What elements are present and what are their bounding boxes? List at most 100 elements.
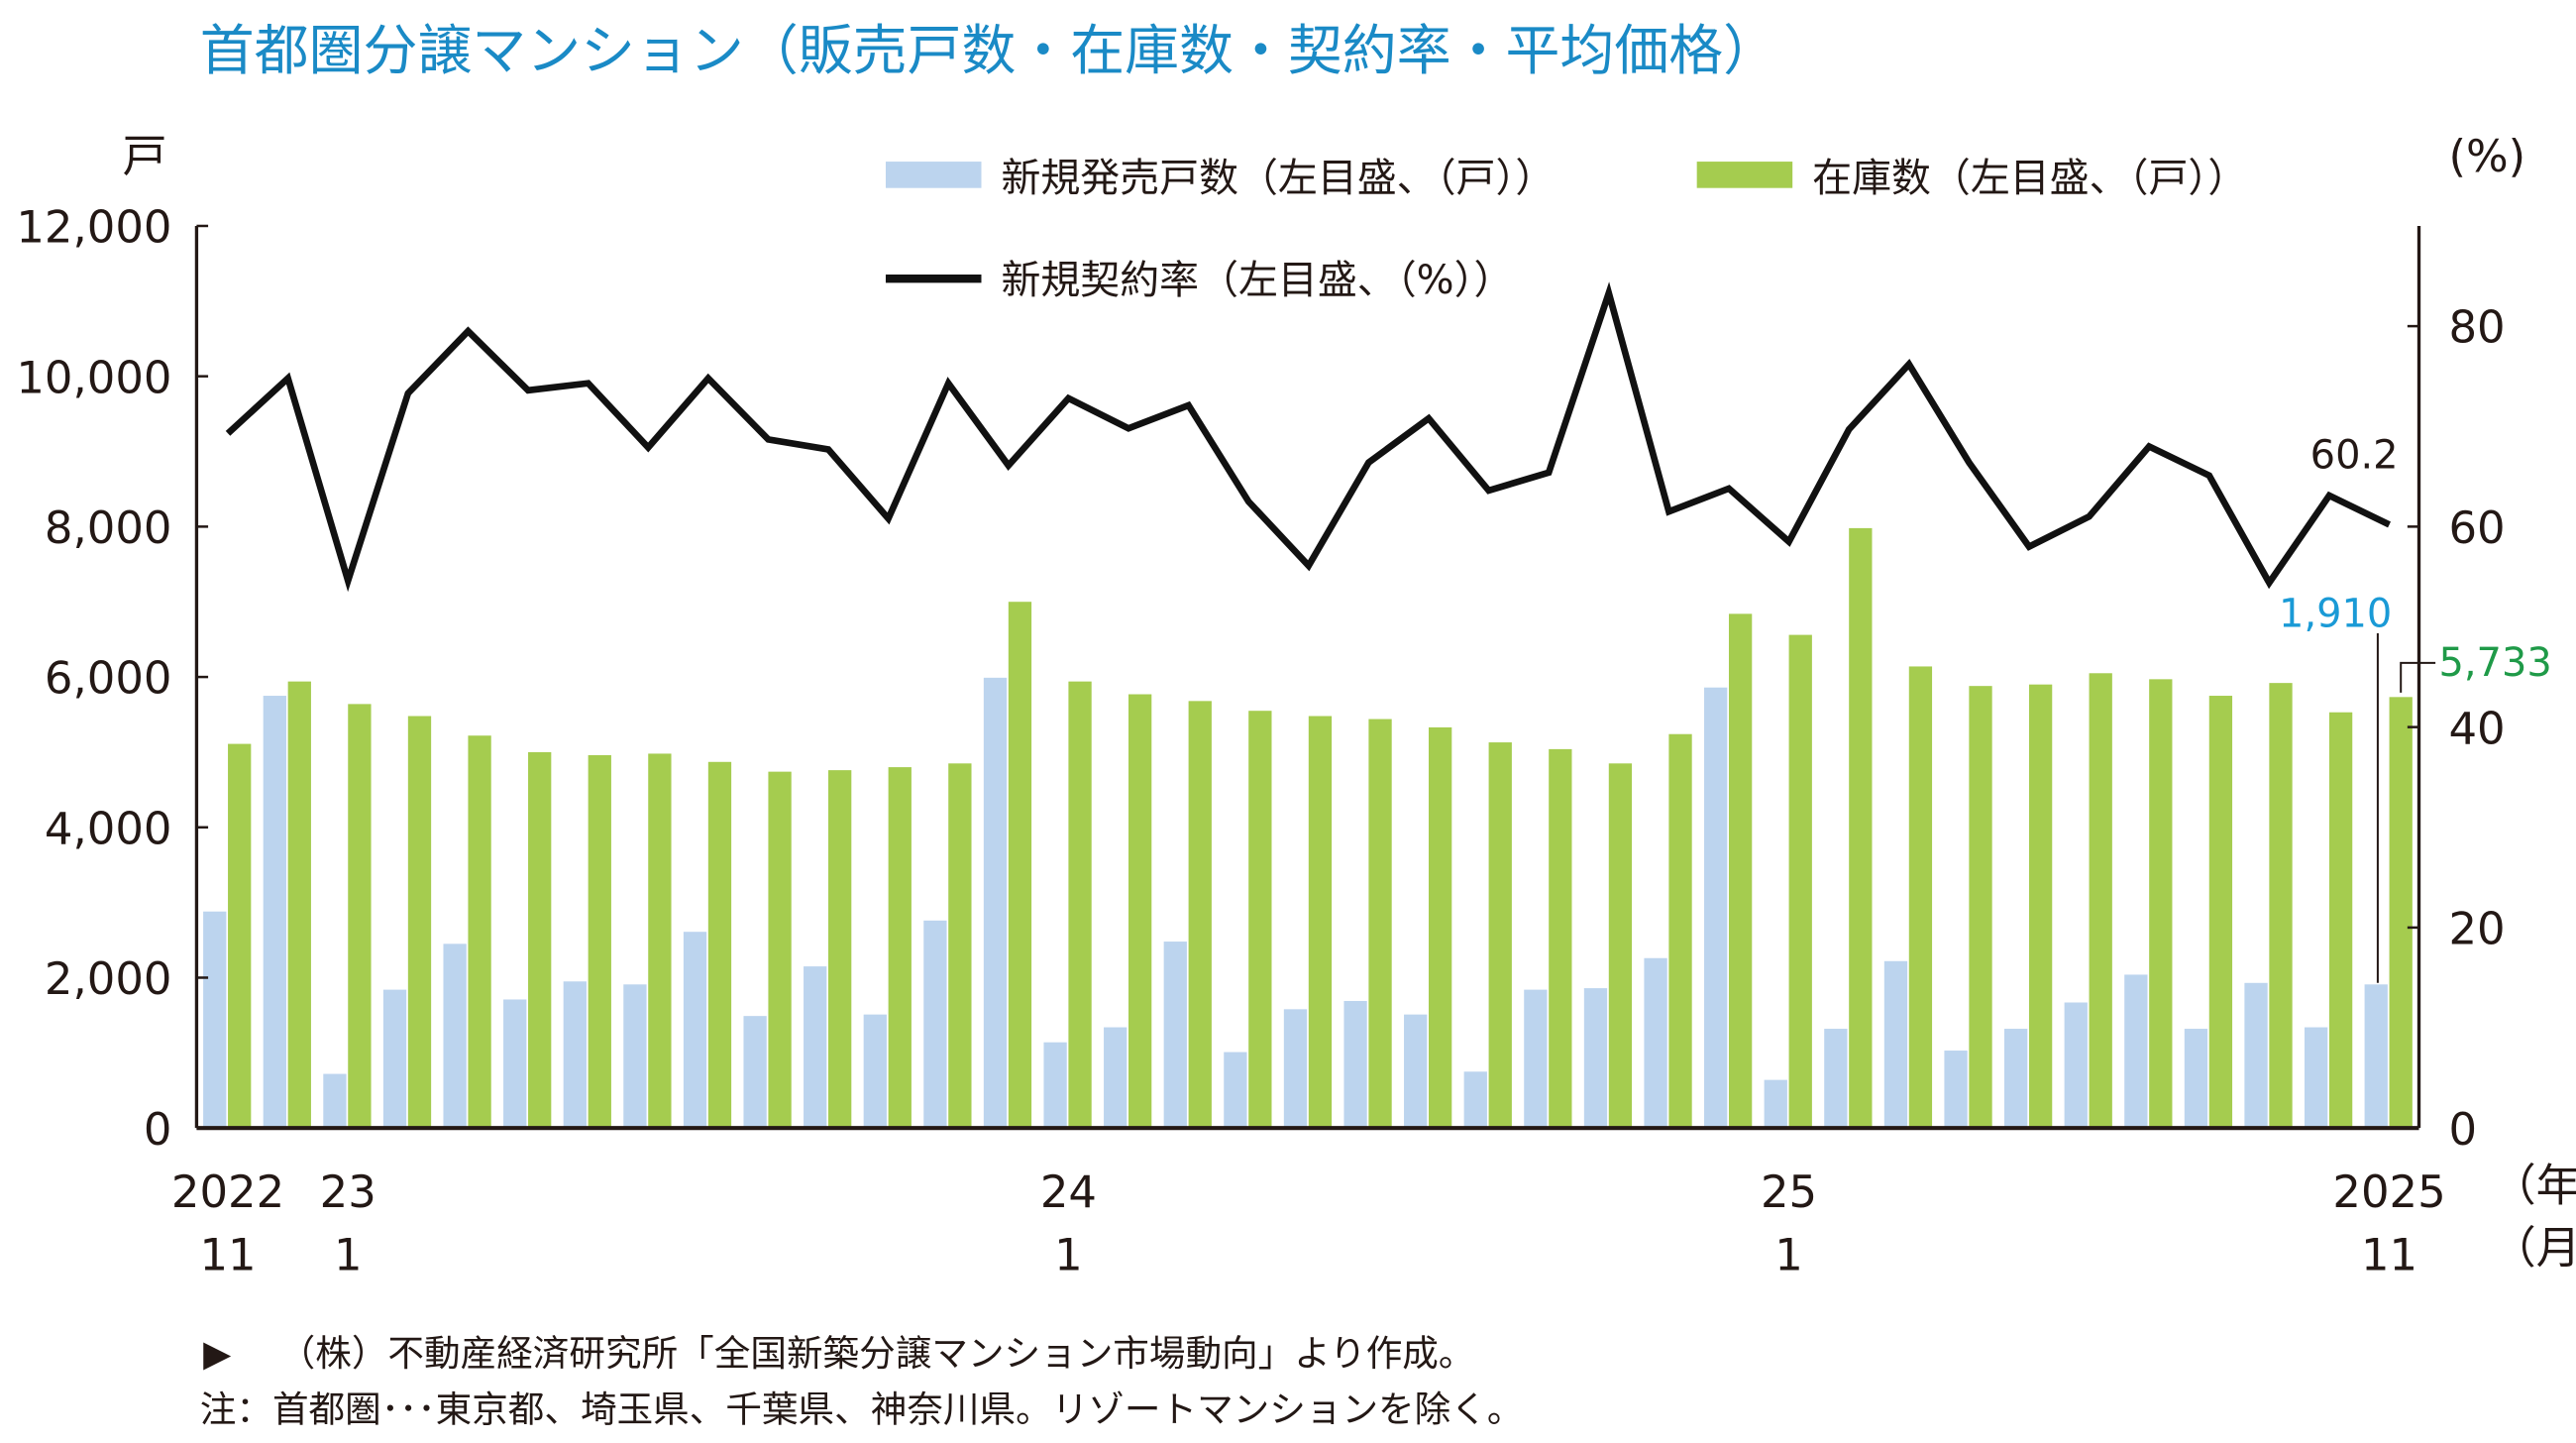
bar-inventory bbox=[768, 771, 792, 1129]
bar-new-sales bbox=[863, 1014, 887, 1129]
x-label-month: 1 bbox=[1054, 1228, 1083, 1280]
annotation-rate-last: 60.2 bbox=[2310, 433, 2399, 479]
bars bbox=[203, 527, 2413, 1129]
legend: 新規発売戸数（左目盛、（戸）） 在庫数（左目盛、（戸）） 新規契約率（左目盛、（… bbox=[885, 156, 2247, 303]
right-axis-tick-label: 20 bbox=[2448, 903, 2505, 955]
bar-new-sales bbox=[1343, 1000, 1367, 1129]
bar-inventory bbox=[948, 763, 972, 1129]
axes: 0 2,000 4,000 6,000 8,000 10,000 12,000 0 20 40 60… bbox=[16, 201, 2505, 1156]
x-label-year: 23 bbox=[320, 1166, 376, 1218]
bar-new-sales bbox=[503, 999, 527, 1129]
x-unit-month: （月） bbox=[2492, 1222, 2576, 1275]
bar-inventory bbox=[407, 716, 432, 1129]
bar-inventory bbox=[348, 704, 372, 1129]
bar-new-sales bbox=[1043, 1042, 1067, 1129]
rate-line bbox=[225, 281, 2392, 593]
right-axis-tick-label: 60 bbox=[2448, 501, 2505, 554]
bar-inventory bbox=[1849, 527, 1873, 1129]
annotation-inventory-leader bbox=[2400, 661, 2436, 693]
bar-inventory bbox=[1368, 719, 1392, 1129]
bar-new-sales bbox=[623, 984, 647, 1129]
bar-inventory bbox=[287, 681, 311, 1129]
x-label-month: 1 bbox=[1774, 1228, 1803, 1280]
legend-swatch-inventory bbox=[1696, 162, 1793, 188]
bar-inventory bbox=[2328, 712, 2353, 1129]
bar-inventory bbox=[888, 767, 912, 1129]
bar-new-sales bbox=[2304, 1027, 2328, 1129]
bar-inventory bbox=[1549, 748, 1572, 1129]
source-note: （株）不動産経済研究所「全国新築分譲マンション市場動向」より作成。 bbox=[279, 1332, 1475, 1375]
chart-title: 首都圏分譲マンション（販売戸数・在庫数・契約率・平均価格） bbox=[200, 19, 1777, 82]
region-note: 注：首都圏･･･東京都、埼玉県、千葉県、神奈川県。リゾートマンションを除く。 bbox=[200, 1388, 1524, 1430]
right-axis-tick-label: 0 bbox=[2448, 1103, 2477, 1156]
bar-inventory bbox=[1128, 694, 1152, 1129]
bar-inventory bbox=[468, 735, 491, 1129]
bar-new-sales bbox=[743, 1016, 767, 1129]
bar-new-sales bbox=[2064, 1002, 2088, 1129]
bar-inventory bbox=[2269, 683, 2293, 1129]
bar-inventory bbox=[648, 753, 672, 1129]
bar-inventory bbox=[1248, 711, 1272, 1129]
bar-new-sales bbox=[1583, 988, 1608, 1129]
bar-new-sales bbox=[1944, 1051, 1968, 1129]
bar-inventory bbox=[528, 751, 552, 1129]
bar-inventory bbox=[1428, 726, 1452, 1129]
right-axis-unit: (%) bbox=[2448, 130, 2525, 182]
bar-new-sales bbox=[1704, 687, 1728, 1129]
bar-new-sales bbox=[983, 677, 1008, 1129]
bar-new-sales bbox=[203, 911, 227, 1129]
bar-new-sales bbox=[1163, 942, 1187, 1129]
left-axis-tick-label: 6,000 bbox=[45, 652, 172, 705]
left-axis-tick-label: 4,000 bbox=[45, 802, 172, 854]
bar-inventory bbox=[2149, 679, 2173, 1129]
footnotes: ▶ （株）不動産経済研究所「全国新築分譲マンション市場動向」より作成。 注：首都… bbox=[200, 1332, 1524, 1431]
bar-new-sales bbox=[1824, 1029, 1848, 1129]
x-label-year: 24 bbox=[1040, 1166, 1097, 1218]
bar-inventory bbox=[828, 770, 852, 1129]
bar-new-sales bbox=[2124, 974, 2148, 1129]
bar-new-sales bbox=[1463, 1071, 1487, 1129]
left-axis-unit: 戸 bbox=[123, 130, 167, 182]
bar-new-sales bbox=[2004, 1029, 2028, 1129]
x-label-month: 11 bbox=[2361, 1228, 2417, 1280]
annotation-new-sales-last: 1,910 bbox=[2279, 591, 2392, 636]
right-axis-tick-label: 80 bbox=[2448, 301, 2505, 354]
bar-inventory bbox=[1908, 666, 1933, 1129]
bar-new-sales bbox=[323, 1073, 347, 1129]
bar-new-sales bbox=[2244, 982, 2268, 1129]
left-axis-tick-label: 8,000 bbox=[45, 501, 172, 554]
bar-inventory bbox=[1488, 742, 1512, 1129]
annotation-inventory-last: 5,733 bbox=[2438, 640, 2551, 686]
bar-new-sales bbox=[1883, 960, 1908, 1129]
legend-label-inventory: 在庫数（左目盛、（戸）） bbox=[1812, 156, 2247, 201]
bar-new-sales bbox=[443, 944, 467, 1129]
x-axis-labels: 2022 11 23 1 24 1 25 1 2025 11 bbox=[171, 1166, 2446, 1280]
bar-new-sales bbox=[804, 966, 827, 1129]
bar-new-sales bbox=[1104, 1027, 1127, 1129]
bar-inventory bbox=[1608, 763, 1633, 1129]
bar-inventory bbox=[1308, 716, 1333, 1129]
bar-inventory bbox=[228, 743, 252, 1129]
right-axis-tick-label: 40 bbox=[2448, 702, 2505, 754]
bar-new-sales bbox=[1404, 1014, 1428, 1129]
bar-new-sales bbox=[1524, 989, 1548, 1129]
bar-new-sales bbox=[563, 981, 587, 1129]
x-label-year: 2025 bbox=[2332, 1166, 2445, 1218]
bar-new-sales bbox=[382, 989, 407, 1129]
left-axis-tick-label: 2,000 bbox=[45, 952, 172, 1005]
bar-inventory bbox=[1728, 613, 1753, 1129]
x-label-year: 2022 bbox=[171, 1166, 284, 1218]
bar-inventory bbox=[588, 754, 611, 1129]
left-axis-tick-label: 12,000 bbox=[16, 201, 171, 254]
legend-label-rate: 新規契約率（左目盛、（%）） bbox=[1001, 258, 1513, 303]
x-label-month: 11 bbox=[199, 1228, 256, 1280]
bar-inventory bbox=[1188, 701, 1212, 1129]
x-label-month: 1 bbox=[334, 1228, 363, 1280]
x-unit-year: （年） bbox=[2492, 1159, 2576, 1211]
bar-inventory bbox=[2389, 697, 2413, 1129]
bar-inventory bbox=[1969, 686, 1992, 1129]
legend-swatch-new-sales bbox=[885, 162, 982, 188]
bar-new-sales bbox=[1764, 1079, 1787, 1129]
bar-new-sales bbox=[1283, 1009, 1308, 1129]
